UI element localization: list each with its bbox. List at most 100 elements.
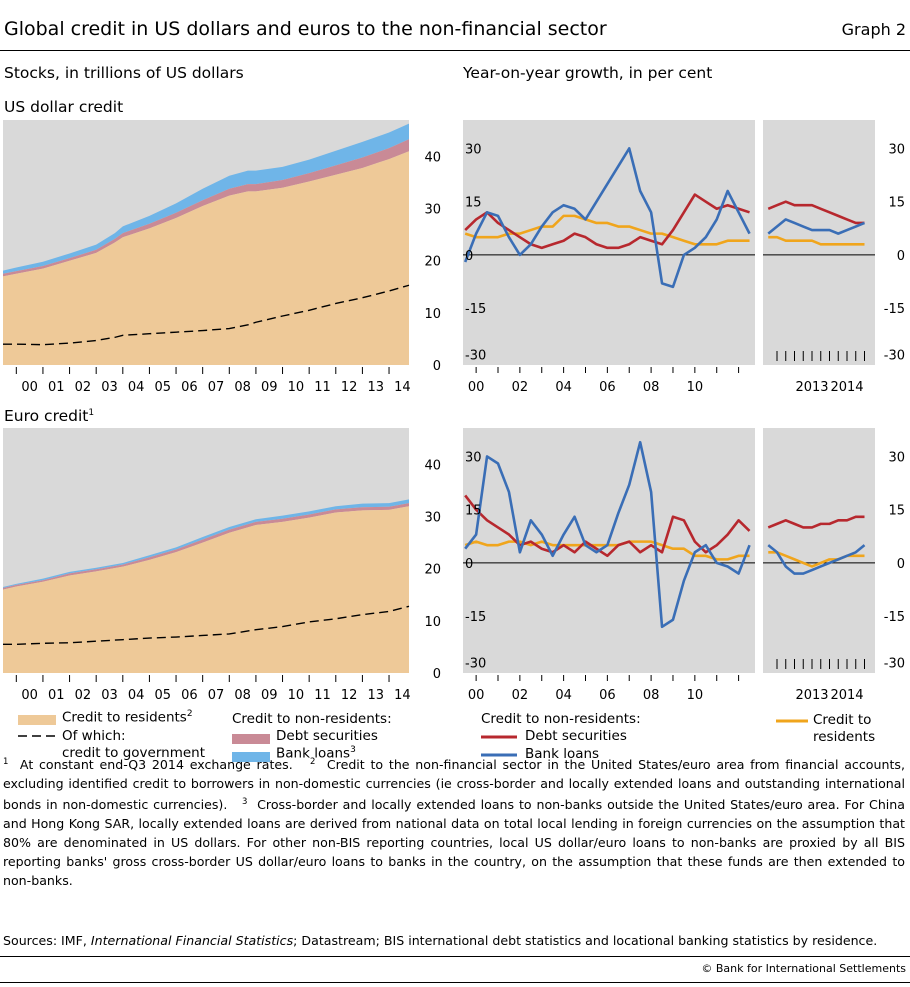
- x-tick-label: 04: [128, 380, 145, 395]
- top-rule: [0, 50, 910, 51]
- y-tick-label: 30: [424, 511, 441, 526]
- line-credit-to-government: [3, 605, 410, 646]
- legend-growth-label-res-2: residents: [813, 729, 876, 745]
- x-tick-label: 02: [75, 380, 92, 395]
- left-subtitle: Stocks, in trillions of US dollars: [4, 64, 244, 82]
- legend-line-residents: [776, 719, 808, 723]
- y-tick-label: -15: [884, 610, 905, 625]
- legend-growth-label-bank: Bank loans: [525, 746, 600, 762]
- x-tick-label: 02: [512, 380, 529, 395]
- legend-label-of-which: Of which:: [62, 728, 126, 744]
- x-tick-label: 02: [75, 688, 92, 703]
- y-tick-label: -30: [884, 656, 905, 671]
- x-tick-label: 04: [555, 688, 572, 703]
- legend-label-debt: Debt securities: [276, 728, 378, 744]
- x-tick-label: 01: [48, 380, 65, 395]
- x-tick-label: 00: [21, 688, 38, 703]
- y-tick-label: 10: [424, 615, 441, 630]
- x-tick-label: 2014: [830, 380, 863, 395]
- usd-growth-recent-chart: -30 -15 0 15 30 2013 2014: [763, 120, 905, 395]
- line-bank-loans: [464, 440, 751, 629]
- area-bank-loans: [3, 123, 409, 274]
- x-tick-label: 08: [234, 688, 251, 703]
- x-tick-label: 09: [261, 688, 278, 703]
- x-tick-label: 06: [181, 688, 198, 703]
- legend-label-government: credit to government: [62, 745, 206, 761]
- graph-number: Graph 2: [841, 20, 906, 39]
- y-tick-label: 40: [424, 458, 441, 473]
- line-debt-securities: [767, 515, 865, 529]
- y-tick-label: 15: [465, 196, 482, 211]
- legend-growth-label-debt: Debt securities: [525, 728, 627, 744]
- y-tick-label: 30: [465, 450, 482, 465]
- eur-growth-recent-chart: -30 -15 0 15 30 2013 2014: [763, 428, 905, 703]
- x-tick-label: 03: [101, 688, 118, 703]
- x-tick-label: 2014: [830, 688, 863, 703]
- x-tick-label: 04: [128, 688, 145, 703]
- y-tick-label: 20: [424, 255, 441, 270]
- usd-section-label: US dollar credit: [4, 98, 124, 116]
- eur-growth-long-chart: -30 -15 0 15 30 00 02 04 06 08 10: [463, 428, 755, 703]
- x-tick-label: 10: [687, 380, 704, 395]
- plot-background: [463, 428, 755, 673]
- x-tick-label: 07: [208, 688, 225, 703]
- usd-growth-long-chart: -30 -15 0 15 30 00 02 04 06 08 10: [463, 120, 755, 395]
- usd-stocks-chart: 0 10 20 30 40 00 01 02 03 04 05 06 07 08 09 10 11 12 13 14: [3, 120, 441, 395]
- legend-swatch-government: [18, 735, 58, 737]
- y-tick-label: -15: [465, 610, 486, 625]
- y-tick-label: 0: [465, 557, 473, 572]
- x-tick-label: 00: [468, 380, 485, 395]
- x-tick-label: 06: [181, 380, 198, 395]
- plot-background: [463, 120, 755, 365]
- x-tick-label: 2013: [795, 380, 828, 395]
- x-tick-label: 02: [512, 688, 529, 703]
- legend-growth-label-res-1: Credit to: [813, 712, 872, 728]
- y-tick-label: 20: [424, 563, 441, 578]
- legend-swatch-debt: [232, 734, 270, 744]
- legend-swatch-bank: [232, 752, 270, 762]
- graph-title: Global credit in US dollars and euros to…: [4, 18, 607, 40]
- line-credit-to-residents: [768, 235, 865, 246]
- x-tick-label: 04: [555, 380, 572, 395]
- x-tick-label: 05: [154, 688, 171, 703]
- y-tick-label: -15: [465, 302, 486, 317]
- y-tick-label: 30: [424, 203, 441, 218]
- legend-line-bank: [481, 753, 517, 757]
- x-tick-label: 09: [261, 380, 278, 395]
- x-tick-label: 00: [21, 380, 38, 395]
- y-tick-label: 0: [465, 249, 473, 264]
- bottom-rule: [0, 956, 910, 957]
- line-bank-loans: [767, 218, 865, 235]
- x-tick-label: 06: [599, 688, 616, 703]
- legend-line-debt: [481, 735, 517, 739]
- y-tick-label: -30: [884, 348, 905, 363]
- x-tick-label: 10: [687, 688, 704, 703]
- x-tick-label: 05: [154, 380, 171, 395]
- y-tick-label: -30: [465, 348, 486, 363]
- x-tick-label: 2013: [795, 688, 828, 703]
- area-credit-to-residents: [3, 506, 409, 673]
- line-bank-loans: [463, 147, 751, 289]
- y-tick-label: 0: [433, 359, 441, 374]
- x-tick-label: 10: [288, 688, 305, 703]
- line-bank-loans: [767, 544, 866, 575]
- x-tick-label: 10: [288, 380, 305, 395]
- legend-swatch-residents: [18, 715, 56, 725]
- eur-stocks-chart: 0 10 20 30 40 00 01 02 03 04 05 06 07 08 09 10 11 12 13 14: [3, 428, 441, 703]
- x-tick-label: 12: [341, 380, 358, 395]
- x-tick-label: 13: [367, 380, 384, 395]
- x-tick-label: 08: [234, 380, 251, 395]
- y-tick-label: 30: [465, 142, 482, 157]
- y-tick-label: 15: [465, 504, 482, 519]
- x-tick-label: 03: [101, 380, 118, 395]
- y-tick-label: 30: [888, 142, 905, 157]
- x-tick-label: 07: [208, 380, 225, 395]
- right-subtitle: Year-on-year growth, in per cent: [463, 64, 713, 82]
- y-tick-label: -30: [465, 656, 486, 671]
- y-tick-label: 10: [424, 307, 441, 322]
- line-debt-securities: [464, 193, 750, 250]
- area-debt-securities: [3, 503, 409, 590]
- copyright: © Bank for International Settlements: [701, 962, 906, 975]
- area-credit-to-residents: [3, 151, 409, 365]
- y-tick-label: -15: [884, 302, 905, 317]
